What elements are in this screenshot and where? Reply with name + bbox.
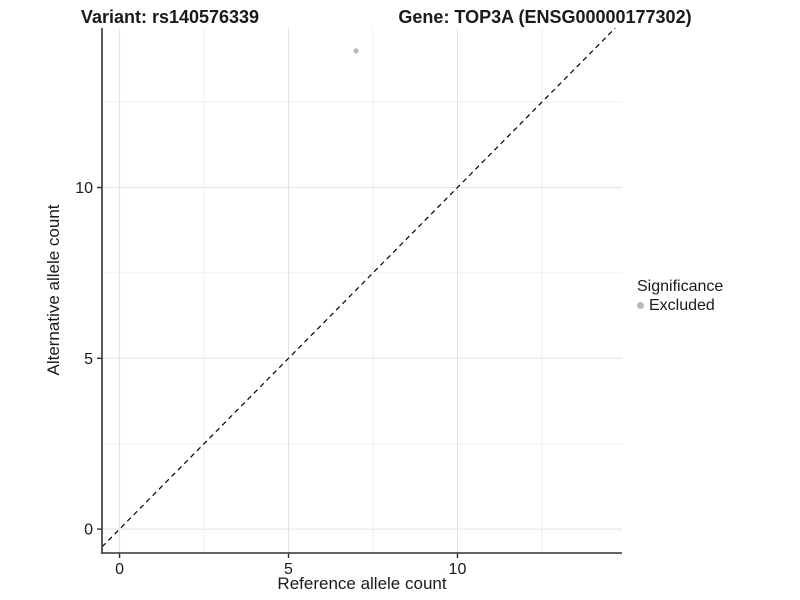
x-axis-tick-label: 10: [449, 561, 467, 578]
x-axis-label: Reference allele count: [277, 574, 447, 593]
legend-title: Significance: [637, 278, 724, 295]
data-point: [353, 48, 359, 54]
y-axis-label: Alternative allele count: [44, 204, 63, 376]
plot-title-variant: Variant: rs140576339: [80, 7, 260, 27]
legend: Significance Excluded: [637, 277, 723, 314]
legend-key-dot: [637, 302, 644, 309]
legend-item-excluded: Excluded: [637, 297, 723, 314]
y-axis-tick-label: 10: [75, 180, 93, 197]
x-axis-tick-label: 0: [115, 561, 124, 578]
legend-item-label: Excluded: [649, 297, 715, 314]
y-axis-tick-label: 0: [84, 522, 93, 539]
identity-dashed-line: [101, 27, 616, 548]
y-axis-tick-label: 5: [84, 351, 93, 368]
plot-title-gene: Gene: TOP3A (ENSG00000177302): [398, 7, 692, 27]
x-axis-tick-label: 5: [284, 561, 293, 578]
